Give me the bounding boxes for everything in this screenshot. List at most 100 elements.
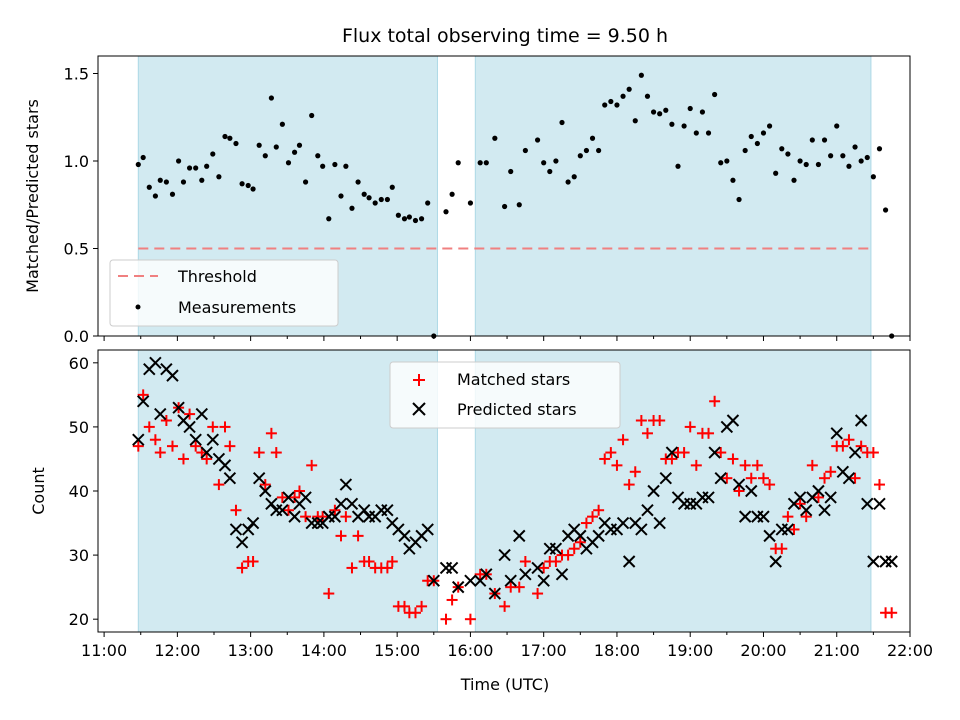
predicted-marker-b [212,452,226,466]
matched-star-point [623,479,635,491]
measurement-point [742,147,748,154]
measurement-point [766,123,773,129]
matched-star-point [599,453,611,465]
predicted-marker-b [189,433,202,446]
y-tick-label: 60 [69,354,89,373]
predicted-marker-b [241,523,255,536]
matched-star-point [703,427,715,439]
predicted-star-point [708,446,721,459]
predicted-star-point [745,484,758,498]
matched-star-point [745,472,757,484]
measurement-point [245,182,251,189]
predicted-marker-b [800,504,813,517]
predicted-star-point [132,433,145,446]
x-tick-label: 21:00 [814,641,860,660]
predicted-marker-b [622,555,636,568]
predicted-star-point [223,471,237,485]
measurement-point [791,177,797,183]
measurement-point [338,193,344,199]
matched-star-point [323,588,335,600]
matched-star-point [440,613,452,625]
predicted-star-point [311,516,324,530]
measurement-point [718,160,724,166]
predicted-marker-b [653,516,666,530]
measurement-point [320,163,326,169]
predicted-star-point [659,471,672,485]
predicted-star-point [136,395,150,408]
measurement-point [256,142,262,148]
predicted-marker-b [836,465,850,478]
matched-star-point [654,415,666,426]
predicted-marker-b [265,497,278,511]
predicted-marker-b [206,433,219,446]
predicted-marker-b [812,484,825,498]
predicted-marker-b [398,529,411,543]
measurement-point [773,170,779,176]
predicted-star-point [818,504,831,517]
y-tick-label: 20 [69,610,89,629]
predicted-star-point [504,574,517,587]
measurement-point [163,179,169,185]
matched-star-point [166,440,178,452]
predicted-marker-b [757,510,770,523]
legend-matched-swatch [413,374,425,386]
predicted-marker-b [665,446,679,459]
measurement-point [268,95,274,101]
matched-star-point [837,440,849,452]
predicted-star-point [574,529,587,543]
matched-star-point [236,562,248,574]
measurement-point [644,93,651,99]
matched-star-point [587,511,599,523]
matched-star-point [825,466,837,478]
measurement-point [797,158,803,164]
predicted-marker-b [357,504,371,517]
predicted-star-point [154,407,167,421]
predicted-star-point [726,414,740,427]
measurement-point [754,140,760,147]
matched-star-point [629,466,641,478]
predicted-marker-b [288,510,301,523]
measurement-point [455,160,461,166]
measurement-point [846,163,852,169]
predicted-star-point [702,491,715,504]
predicted-star-point [738,510,752,523]
measurement-point [547,168,553,175]
predicted-star-point [276,504,289,517]
matched-star-point [886,607,898,619]
matched-star-point [149,434,161,446]
measurement-point [140,154,146,161]
matched-star-point [550,556,562,567]
predicted-star-point [498,548,511,562]
predicted-marker-b [616,516,630,530]
measurement-point [349,205,355,211]
top-plot-frame [97,55,911,337]
predicted-marker-b [818,504,831,517]
predicted-marker-b [183,420,196,434]
matched-star-point [381,562,393,574]
top-y-axis-label: Matched/Predicted stars [23,99,42,293]
predicted-star-point [641,504,654,517]
predicted-star-point [381,504,394,517]
measurement-point [389,184,395,190]
matched-star-point [568,543,580,555]
measurement-point [840,153,846,159]
predicted-marker-b [136,395,150,408]
measurement-point [296,142,303,148]
bottom-y-axis-label: Count [29,467,48,515]
bottom-legend: Matched stars Predicted stars [389,361,621,429]
predicted-stars-series [132,356,898,600]
predicted-star-point [229,523,243,536]
measurement-point [332,161,338,168]
matched-star-point [201,453,213,465]
predicted-star-point [635,523,648,536]
measurement-point [250,186,256,192]
matched-star-point [562,549,574,561]
x-tick-label: 13:00 [228,641,274,660]
measurement-point [748,133,754,140]
predicted-star-point [781,523,795,536]
predicted-star-point [439,561,453,575]
x-tick-label: 11:00 [81,641,127,660]
measurement-point [730,177,736,183]
predicted-marker-b [166,369,179,382]
bottom-x-axis: 11:00 12:00 13:00 14:00 15:00 16:00 17:00 18:00… [81,632,933,660]
